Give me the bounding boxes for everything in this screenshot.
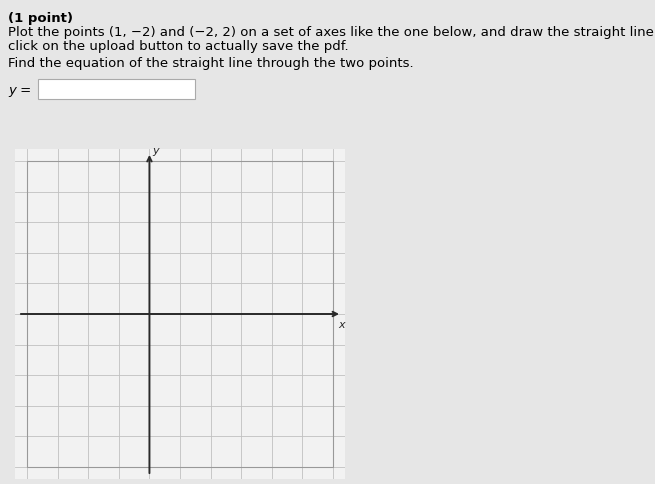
Text: Plot the points (1, −2) and (−2, 2) on a set of axes like the one below, and dra: Plot the points (1, −2) and (−2, 2) on a… — [8, 26, 655, 39]
Text: click on the upload button to actually save the pdf.: click on the upload button to actually s… — [8, 40, 348, 53]
Text: x: x — [338, 320, 345, 330]
Text: (1 point): (1 point) — [8, 12, 73, 25]
Text: Find the equation of the straight line through the two points.: Find the equation of the straight line t… — [8, 57, 413, 70]
Text: y: y — [153, 145, 159, 155]
Text: y =: y = — [8, 84, 35, 97]
